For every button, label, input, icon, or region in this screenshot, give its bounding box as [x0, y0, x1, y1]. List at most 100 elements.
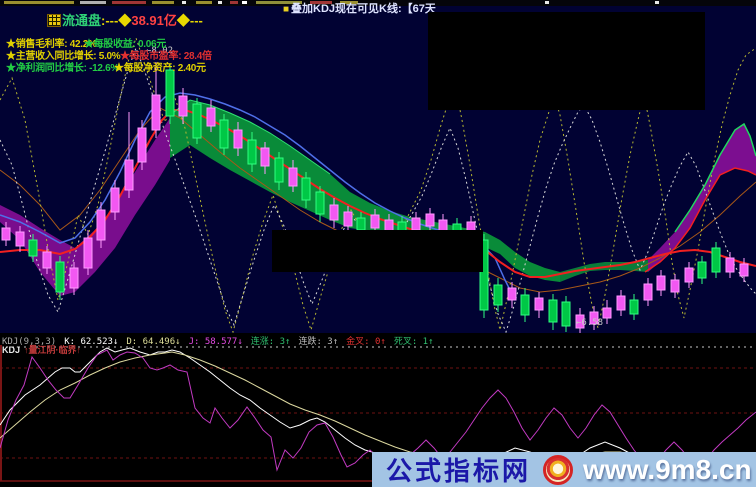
- strip-fragment: [4, 1, 74, 4]
- candle-body: [507, 287, 517, 301]
- candle-body: [219, 119, 229, 149]
- candle-body: [725, 257, 735, 273]
- candle-body: [329, 204, 339, 221]
- candle-body: [124, 159, 134, 191]
- candle-body: [206, 107, 216, 127]
- candle-body: [670, 279, 680, 293]
- kdj-token: 连跌: 3↑: [298, 337, 339, 347]
- candle-body: [602, 307, 612, 319]
- candle-body: [233, 129, 243, 149]
- kdj-header: KDJ(9,3,3) K: 62.523↓ D: 64.496↓ J: 58.577↓…: [2, 334, 442, 347]
- stat-item: ★每股净资产: 2.40元: [114, 63, 206, 74]
- candle-body: [247, 139, 257, 165]
- kdj-token: 金叉: 0↑: [346, 337, 386, 347]
- candle-body: [520, 294, 530, 316]
- redaction-box-middle: [272, 230, 483, 272]
- fundamentals-block: 流通盘:---◆38.91亿◆--- ★销售毛利率: 42.2% ★每股收益: 0…: [0, 8, 360, 74]
- candle-body: [178, 95, 188, 117]
- strip-fragment: [218, 1, 222, 4]
- watermark-banner: 公式指标网 www.9m8.cn: [372, 452, 756, 487]
- candle-body: [370, 214, 380, 229]
- strip-fragment: [182, 1, 186, 4]
- candle-body: [110, 187, 120, 213]
- candle-body: [260, 147, 270, 167]
- stat-item: ★每股收益: 0.06元: [84, 39, 166, 50]
- ribbon-green-band: [170, 100, 485, 247]
- candle-body: [656, 275, 666, 291]
- candle-body: [629, 299, 639, 315]
- ribbon-flat-band: [560, 260, 648, 282]
- candle-body: [165, 69, 175, 117]
- site-url: www.9m8.cn: [583, 453, 752, 485]
- price-annotation-peak: ←8.02: [146, 46, 174, 56]
- kdj-signal-text: ↑量江阴·临界↑: [24, 345, 82, 355]
- clipped-header-strip: [0, 0, 756, 6]
- candle-body: [15, 231, 25, 247]
- strip-fragment: [196, 1, 212, 4]
- kdj-token: 连涨: 3↑: [250, 337, 291, 347]
- strip-fragment: [230, 1, 238, 4]
- candle-body: [697, 261, 707, 279]
- ribbon-green-drop: [485, 232, 560, 282]
- candle-body: [55, 261, 65, 293]
- candle-body: [589, 311, 599, 325]
- candle-body: [684, 267, 694, 283]
- kdj-token: K: 62.523↓: [64, 337, 119, 347]
- candle-body: [151, 94, 161, 131]
- strip-fragment: [545, 1, 549, 4]
- strip-fragment: [112, 1, 146, 4]
- candle-body: [534, 297, 544, 311]
- candle-body: [479, 239, 489, 311]
- strip-fragment: [655, 1, 659, 4]
- stat-item: ★每股市盈率: 28.4倍: [120, 51, 212, 62]
- candle-body: [42, 251, 52, 269]
- redaction-box-top: [428, 12, 705, 110]
- overlay-kline-note: ■ 叠加KDJ现在可见K线:【67天: [283, 0, 436, 16]
- strip-fragment: [152, 1, 174, 4]
- candle-body: [288, 167, 298, 187]
- kdj-signal-prefix: KDJ: [2, 345, 21, 355]
- candle-body: [192, 103, 202, 139]
- overlay-kline-note-text: 叠加KDJ现在可见K线:【67天: [291, 3, 436, 15]
- candle-body: [711, 247, 721, 273]
- candle-body: [411, 217, 421, 231]
- candle-body: [301, 177, 311, 201]
- float-shares-pre: :---◆: [101, 13, 132, 28]
- grid-icon: [47, 14, 61, 27]
- line-right-ribbon-red-edge: [644, 167, 756, 273]
- candle-body: [137, 127, 147, 163]
- candle-body: [561, 301, 571, 327]
- kdj-token: 死叉: 1↑: [393, 337, 434, 347]
- float-shares-post: ◆---: [176, 13, 203, 28]
- candle-body: [28, 239, 38, 257]
- float-shares-label: 流通盘: [62, 13, 102, 28]
- candle-body: [493, 284, 503, 306]
- candle-body: [356, 217, 366, 231]
- candle-body: [69, 267, 79, 289]
- stat-item: ★净利润同比增长: -12.6%: [6, 63, 119, 74]
- main-chart-svg[interactable]: [0, 0, 756, 333]
- strip-fragment: [242, 1, 247, 4]
- line-white-dotted: [0, 46, 756, 333]
- candle-body: [425, 213, 435, 227]
- kdj-signal: KDJ ↑量江阴·临界↑: [2, 343, 81, 356]
- kdj-line-J: [0, 349, 756, 475]
- strip-fragment: [80, 1, 106, 4]
- strip-fragment: [256, 1, 302, 4]
- candle-body: [274, 157, 284, 183]
- candle-body: [575, 314, 585, 329]
- ribbon-right-magenta: [648, 124, 756, 272]
- float-shares-line: 流通盘:---◆38.91亿◆---: [47, 10, 203, 29]
- candle-body: [343, 211, 353, 227]
- yellow-square-icon: ■: [283, 4, 290, 15]
- strip-fragment: [310, 1, 332, 4]
- candle-body: [96, 209, 106, 241]
- kdj-token: J: 58.577↓: [188, 337, 243, 347]
- candle-body: [643, 283, 653, 301]
- line-right-ribbon-green-edge: [674, 122, 756, 233]
- candle-body: [315, 191, 325, 215]
- candle-body: [83, 237, 93, 269]
- candle-body: [1, 227, 11, 241]
- price-annotation-trough: ←6.58: [576, 318, 604, 328]
